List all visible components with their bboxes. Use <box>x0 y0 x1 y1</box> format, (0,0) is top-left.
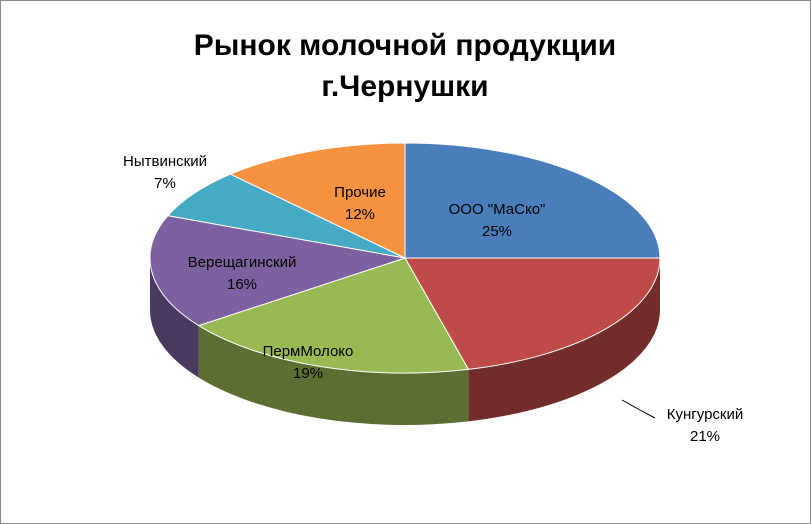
pie-slice <box>197 257 470 374</box>
value-label: 7% <box>154 175 176 192</box>
pie-slice <box>166 173 406 259</box>
pie-side <box>198 325 469 425</box>
leader-line <box>621 399 656 419</box>
pie-side <box>468 258 660 422</box>
chart-title: г.Чернушки <box>321 70 488 103</box>
pie-slice <box>404 142 661 259</box>
value-label: 16% <box>227 276 257 293</box>
pie-side <box>150 258 199 378</box>
pie-tops <box>149 142 661 374</box>
chart-title: Рынок молочной продукции <box>194 29 617 62</box>
category-label: Верещагинский <box>188 254 297 271</box>
pie-slice <box>229 142 406 259</box>
category-label: Прочие <box>334 184 386 201</box>
category-label: Кунгурский <box>667 406 744 423</box>
data-labels: ООО "МаСко" 25% Кунгурский 21% ПермМолоко 19%… <box>123 153 743 445</box>
value-label: 25% <box>482 223 512 240</box>
category-label: Нытвинский <box>123 153 207 170</box>
category-label: ПермМолоко <box>263 343 354 360</box>
value-label: 19% <box>293 365 323 382</box>
pie-slice <box>149 215 406 327</box>
pie-slice <box>404 257 661 370</box>
value-label: 12% <box>345 206 375 223</box>
value-label: 21% <box>690 428 720 445</box>
pie-sides <box>150 258 660 425</box>
category-label: ООО "МаСко" <box>449 201 546 218</box>
